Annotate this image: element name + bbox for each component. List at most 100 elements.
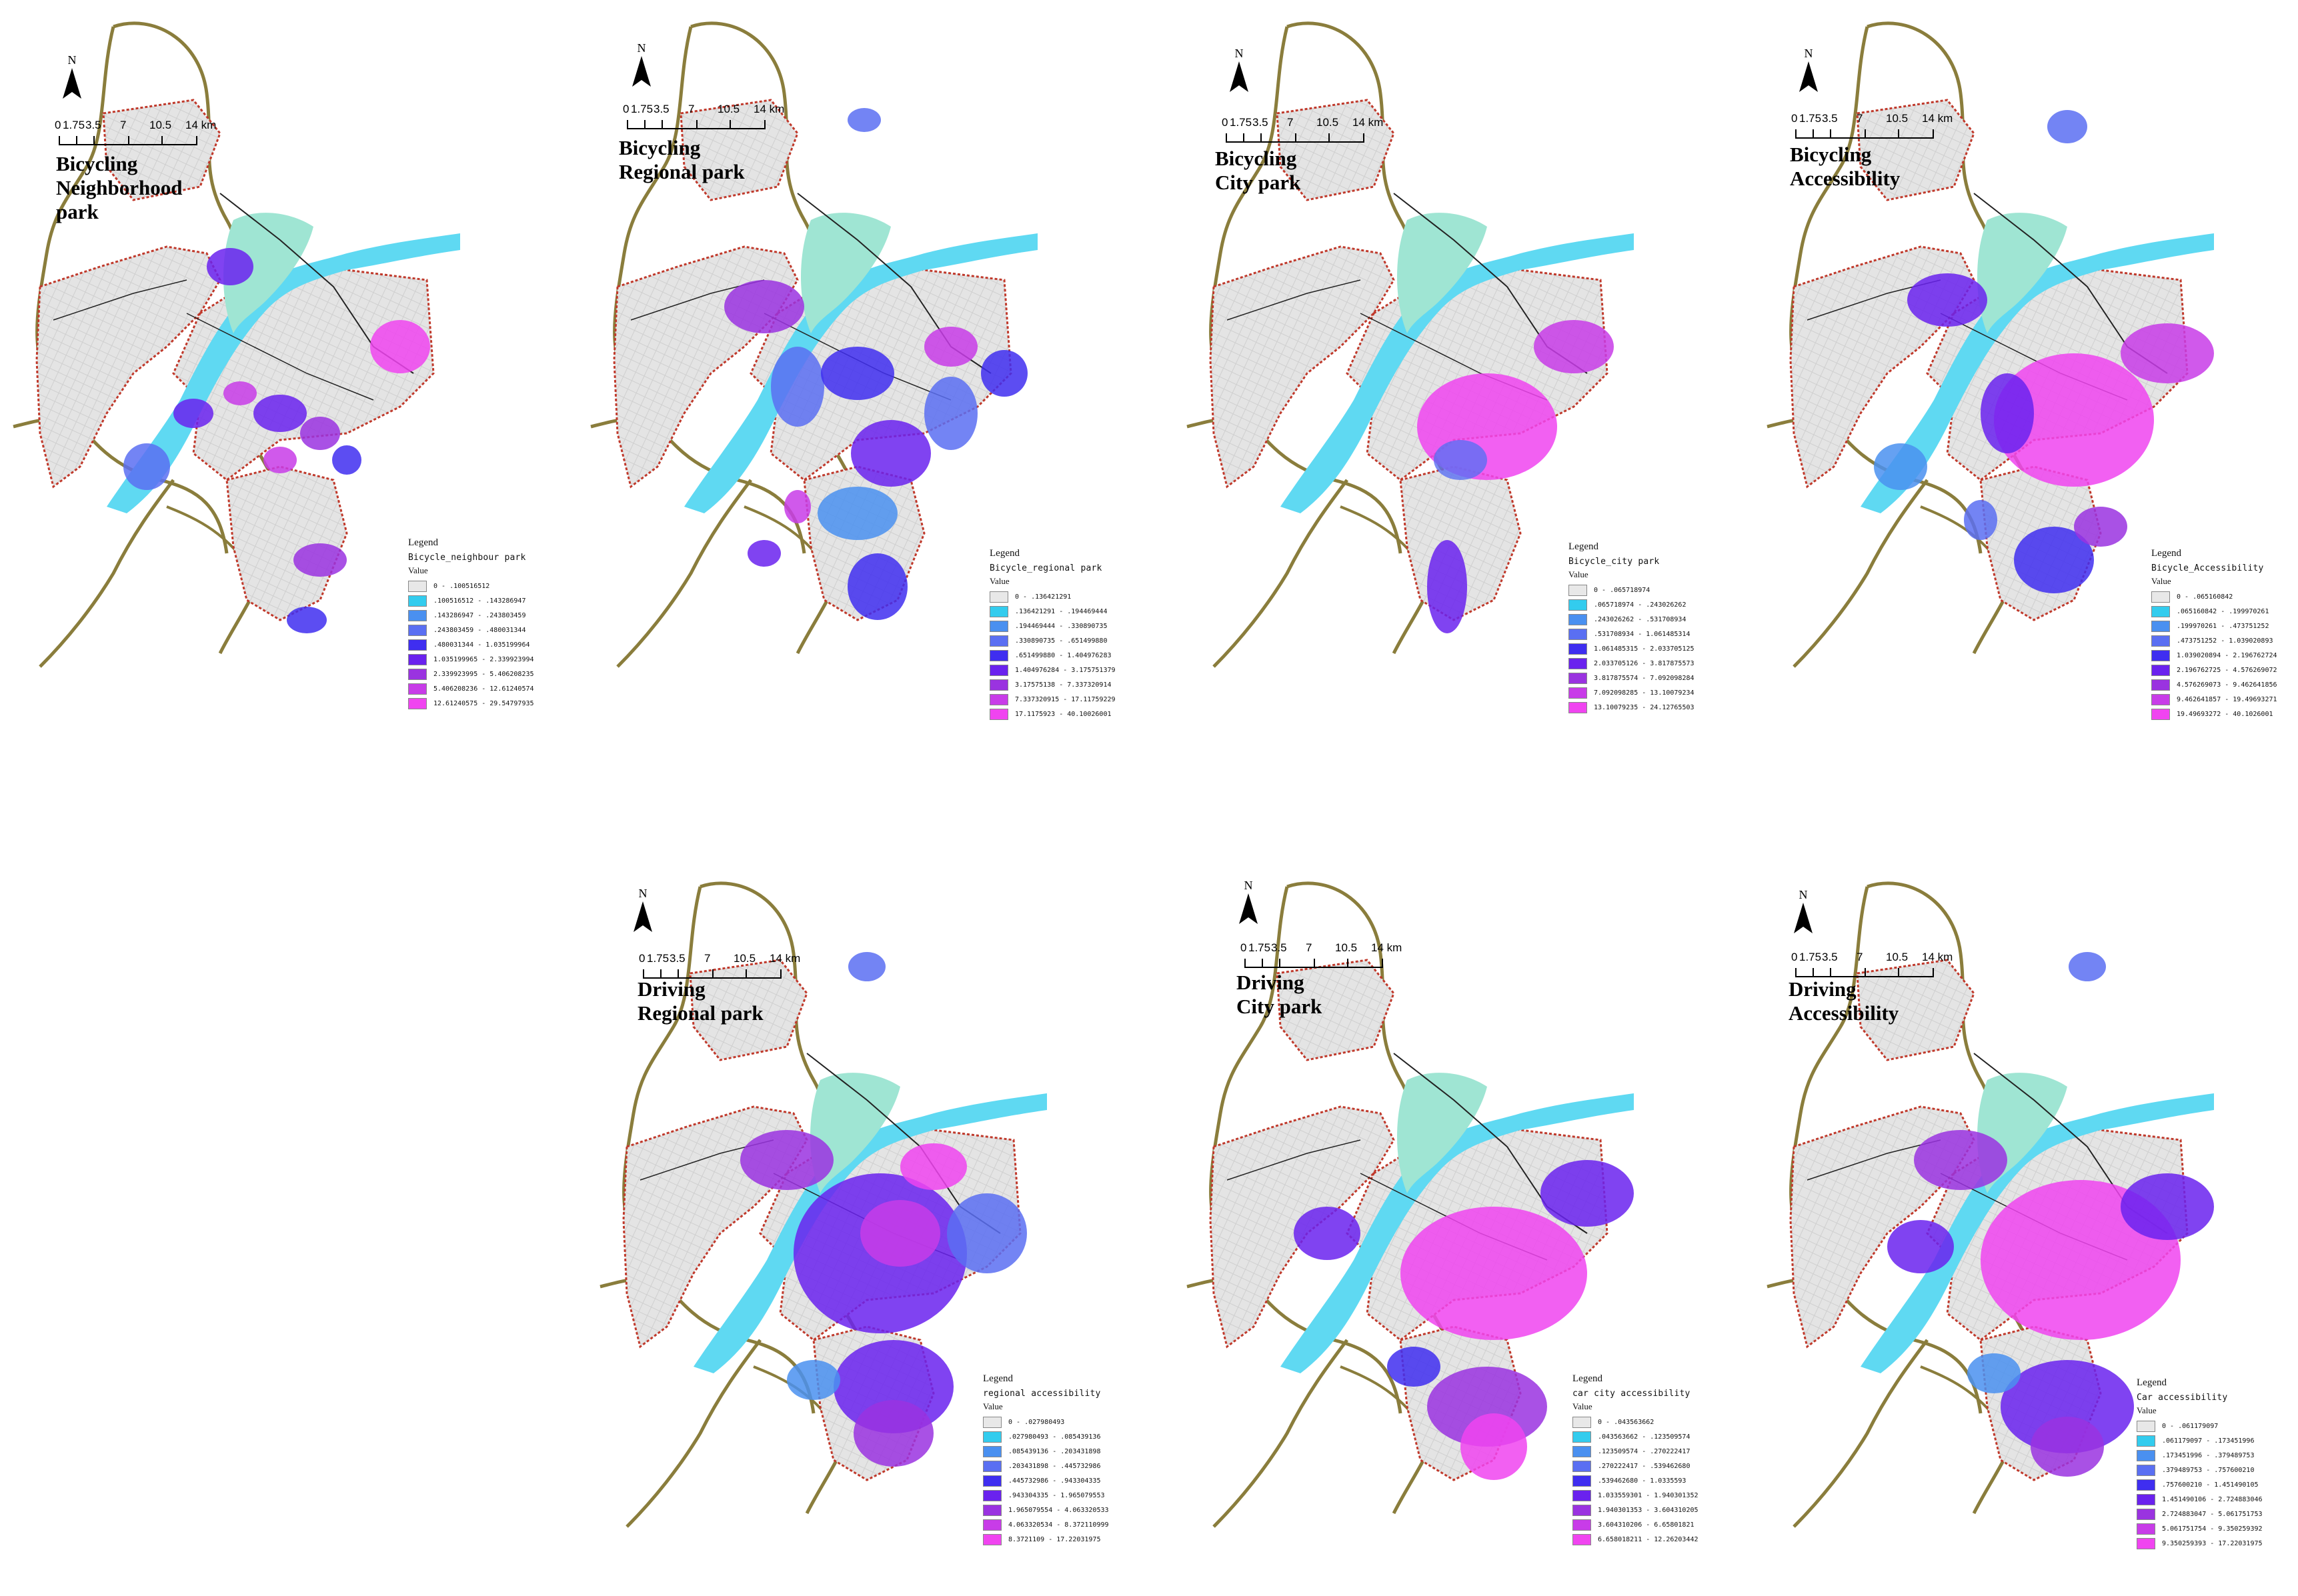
legend-class-range: 2.196762725 - 4.576269072	[2177, 666, 2277, 674]
scale-tick-label: 10.5	[718, 103, 740, 115]
legend-class: .123509574 - .270222417	[1572, 1444, 1726, 1459]
legend-class: 2.196762725 - 4.576269072	[2151, 663, 2298, 677]
scale-tick-label: 1.75	[1230, 116, 1252, 129]
scale-tick-label: 0	[623, 103, 630, 115]
legend: Legend car city accessibility Value 0 - …	[1572, 1373, 1726, 1547]
legend-class-range: .173451996 - .379489753	[2162, 1451, 2255, 1459]
legend-class: .243026262 - .531708934	[1568, 612, 1722, 627]
panel-title-line: Bicycling	[56, 152, 138, 175]
legend-class-range: 8.3721109 - 17.22031975	[1008, 1535, 1101, 1543]
scale-tick-label: 0	[1222, 116, 1228, 129]
legend-class-range: 4.576269073 - 9.462641856	[2177, 681, 2277, 689]
legend-class: .143286947 - .243803459	[408, 608, 561, 623]
map-canvas	[587, 860, 1107, 1580]
north-arrow: N	[628, 41, 655, 88]
legend-class: .473751252 - 1.039020893	[2151, 633, 2298, 648]
legend-class: 0 - .065718974	[1568, 583, 1722, 597]
legend-value-label: Value	[1572, 1401, 1592, 1411]
legend-class: 1.451490106 - 2.724883046	[2137, 1492, 2290, 1507]
scale-line	[59, 136, 196, 145]
legend-class-range: .473751252 - 1.039020893	[2177, 637, 2273, 645]
legend-class-range: .100516512 - .143286947	[433, 597, 526, 605]
scale-tick-label: 7	[1857, 112, 1863, 125]
legend-class-range: 1.451490106 - 2.724883046	[2162, 1495, 2263, 1503]
legend-class-range: 0 - .136421291	[1015, 593, 1072, 601]
legend-title: Legend	[990, 548, 1020, 559]
panel-title-line: Neighborhood	[56, 176, 183, 199]
panel-title-line: Bicycling	[619, 136, 701, 159]
legend-class-range: .136421291 - .194469444	[1015, 607, 1108, 615]
legend-class-range: 5.061751754 - 9.350259392	[2162, 1525, 2263, 1533]
north-arrow-icon	[63, 68, 81, 99]
legend-class: .203431898 - .445732986	[983, 1459, 1136, 1473]
scale-tick-label: 3.5	[654, 103, 670, 115]
scale-tick-label: 1.75	[63, 119, 85, 131]
legend-class: .651499880 - 1.404976283	[990, 648, 1143, 663]
legend-class: .943304335 - 1.965079553	[983, 1488, 1136, 1503]
map-canvas	[1174, 860, 1694, 1580]
north-arrow-icon	[1799, 61, 1818, 92]
legend-class-range: 12.61240575 - 29.54797935	[433, 699, 534, 707]
legend-class: 7.337320915 - 17.11759229	[990, 692, 1143, 707]
legend-class: 0 - .100516512	[408, 579, 561, 593]
legend-class-range: .531708934 - 1.061485314	[1594, 630, 1690, 638]
north-label: N	[1244, 879, 1253, 892]
panel-title-line: Bicycling	[1790, 143, 1872, 166]
legend-value-label: Value	[1568, 569, 1588, 579]
scale-tick-label: 3.5	[1271, 941, 1287, 954]
panel-title-line: Driving	[638, 977, 706, 1001]
scale-tick-label: 7	[688, 103, 695, 115]
scale-tick-label: 14 km	[1922, 951, 1953, 963]
map-canvas	[1754, 0, 2274, 720]
legend-class: .065160842 - .199970261	[2151, 604, 2298, 619]
legend-class-range: 1.940301353 - 3.604310205	[1598, 1506, 1698, 1514]
legend-class: .270222417 - .539462680	[1572, 1459, 1726, 1473]
map-panel-driving-accessibility: N 0 1.75 3.5 7 10.5 14 km Driving Access…	[1754, 860, 2274, 1580]
legend: Legend regional accessibility Value 0 - …	[983, 1373, 1136, 1547]
scale-tick-label: 7	[120, 119, 127, 131]
scale-tick-label: 3.5	[1822, 951, 1838, 963]
legend-class-range: .065160842 - .199970261	[2177, 607, 2269, 615]
scale-tick-label: 14 km	[1352, 116, 1384, 129]
legend-layer-name: Bicycle_city park	[1568, 557, 1660, 567]
legend-class-range: 2.724883047 - 5.061751753	[2162, 1510, 2263, 1518]
scale-line	[1795, 129, 1933, 139]
legend-class: 2.724883047 - 5.061751753	[2137, 1507, 2290, 1521]
scale-bar: 0 1.75 3.5 7 10.5 14 km	[1791, 112, 1958, 152]
legend-class-range: 7.337320915 - 17.11759229	[1015, 695, 1116, 703]
scale-tick-label: 0	[55, 119, 61, 131]
accessibility-hotspots	[724, 108, 1028, 620]
legend-class-range: 6.658018211 - 12.26203442	[1598, 1535, 1698, 1543]
legend-title: Legend	[2151, 548, 2181, 559]
scale-tick-label: 1.75	[631, 103, 654, 115]
scale-line	[627, 120, 764, 129]
legend-class-range: .651499880 - 1.404976283	[1015, 651, 1112, 659]
legend-class-range: .123509574 - .270222417	[1598, 1447, 1690, 1455]
scale-line	[643, 969, 780, 979]
panel-title-line: Regional park	[619, 160, 745, 183]
panel-title: Bicycling Regional park	[619, 136, 745, 184]
legend: Legend Bicycle_regional park Value 0 - .…	[990, 548, 1143, 721]
north-arrow: N	[1790, 888, 1817, 935]
scale-tick-label: 1.75	[1799, 112, 1822, 125]
north-label: N	[637, 41, 646, 55]
legend-class-range: .065718974 - .243026262	[1594, 601, 1686, 609]
legend-class: .243803459 - .480031344	[408, 623, 561, 637]
scale-bar: 0 1.75 3.5 7 10.5 14 km	[55, 119, 221, 159]
legend-class-range: 3.604310206 - 6.65801821	[1598, 1521, 1694, 1529]
north-arrow: N	[1235, 879, 1262, 925]
scale-tick-label: 10.5	[1886, 112, 1909, 125]
scale-bar: 0 1.75 3.5 7 10.5 14 km	[623, 103, 790, 143]
north-arrow-icon	[1230, 61, 1248, 92]
north-arrow-icon	[1239, 893, 1258, 924]
scale-bar: 0 1.75 3.5 7 10.5 14 km	[1222, 116, 1388, 156]
scale-tick-label: 10.5	[149, 119, 172, 131]
legend-class-range: .243803459 - .480031344	[433, 626, 526, 634]
legend-class-range: 0 - .043563662	[1598, 1418, 1654, 1426]
legend-class-range: .330890735 - .651499880	[1015, 637, 1108, 645]
scale-tick-label: 0	[639, 952, 646, 965]
legend-class-range: .199970261 - .473751252	[2177, 622, 2269, 630]
legend-class: .065718974 - .243026262	[1568, 597, 1722, 612]
map-canvas	[578, 0, 1098, 720]
legend-class-range: .085439136 - .203431898	[1008, 1447, 1101, 1455]
